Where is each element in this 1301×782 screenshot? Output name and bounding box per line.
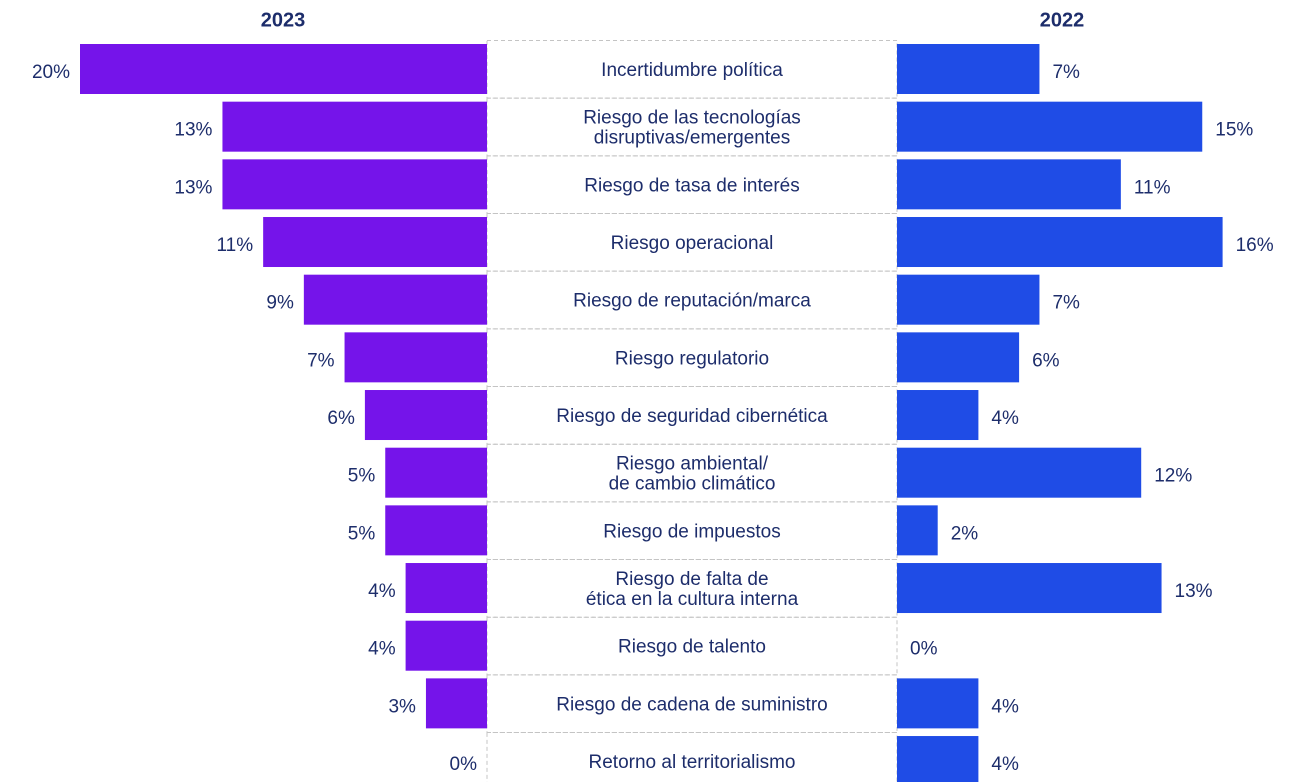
value-label: 20% [32,62,70,83]
bar [263,217,487,268]
value-label: 6% [327,408,355,429]
category-label: Riesgo de las tecnologías [583,108,801,129]
bar [80,44,487,94]
value-label: 4% [991,754,1019,775]
bar [897,505,938,556]
value-label: 6% [1032,350,1060,371]
category-label: Riesgo de talento [618,637,766,658]
category-label: Incertidumbre política [601,60,783,81]
bar [344,332,487,383]
value-label: 13% [174,120,212,141]
category-label: Riesgo de impuestos [603,521,780,542]
value-label: 0% [910,639,938,660]
bar [222,101,487,152]
bar [897,101,1203,152]
value-label: 13% [174,177,212,198]
category-label: Riesgo de tasa de interés [584,175,799,196]
value-label: 7% [1052,293,1080,314]
series-header: 2023 [261,9,306,31]
value-label: 2% [951,523,979,544]
bar [385,447,487,498]
value-label: 7% [307,350,335,371]
value-label: 5% [348,523,376,544]
bar [222,159,487,210]
category-label: disruptivas/emergentes [594,128,790,149]
category-label: Riesgo ambiental/ [616,454,769,475]
bar [897,390,979,441]
value-label: 16% [1236,235,1274,256]
category-label: Retorno al territorialismo [589,752,796,773]
value-label: 4% [368,581,396,602]
series-header: 2022 [1040,9,1085,31]
bar [303,274,487,325]
category-label: Riesgo de seguridad cibernética [556,406,828,427]
bar [897,678,979,729]
category-label: Riesgo de falta de [615,569,768,590]
value-label: 11% [217,235,254,256]
bar [897,44,1040,94]
value-label: 13% [1175,581,1213,602]
bar [897,563,1162,614]
value-label: 15% [1215,120,1253,141]
category-label: Riesgo de cadena de suministro [556,694,827,715]
value-label: 12% [1154,466,1192,487]
value-label: 11% [1134,177,1171,198]
value-label: 7% [1052,62,1080,83]
bar [897,274,1040,325]
value-label: 9% [266,293,294,314]
bar [385,505,487,556]
bar [897,447,1142,498]
category-label: ética en la cultura interna [586,589,799,610]
value-label: 4% [368,639,396,660]
value-label: 0% [450,754,478,775]
category-label: de cambio climático [609,474,776,495]
value-label: 3% [388,696,416,717]
value-label: 4% [991,408,1019,429]
category-label: Riesgo operacional [611,233,774,254]
category-label: Riesgo de reputación/marca [573,291,811,312]
bar [364,390,487,441]
bar [897,159,1121,210]
bar [425,678,487,729]
value-label: 4% [991,696,1019,717]
category-label: Riesgo regulatorio [615,348,769,369]
bar [405,620,487,671]
bar [897,736,979,782]
value-label: 5% [348,466,376,487]
category-cell [486,732,898,782]
bar [897,332,1020,383]
bar [405,563,487,614]
bar [897,217,1223,268]
